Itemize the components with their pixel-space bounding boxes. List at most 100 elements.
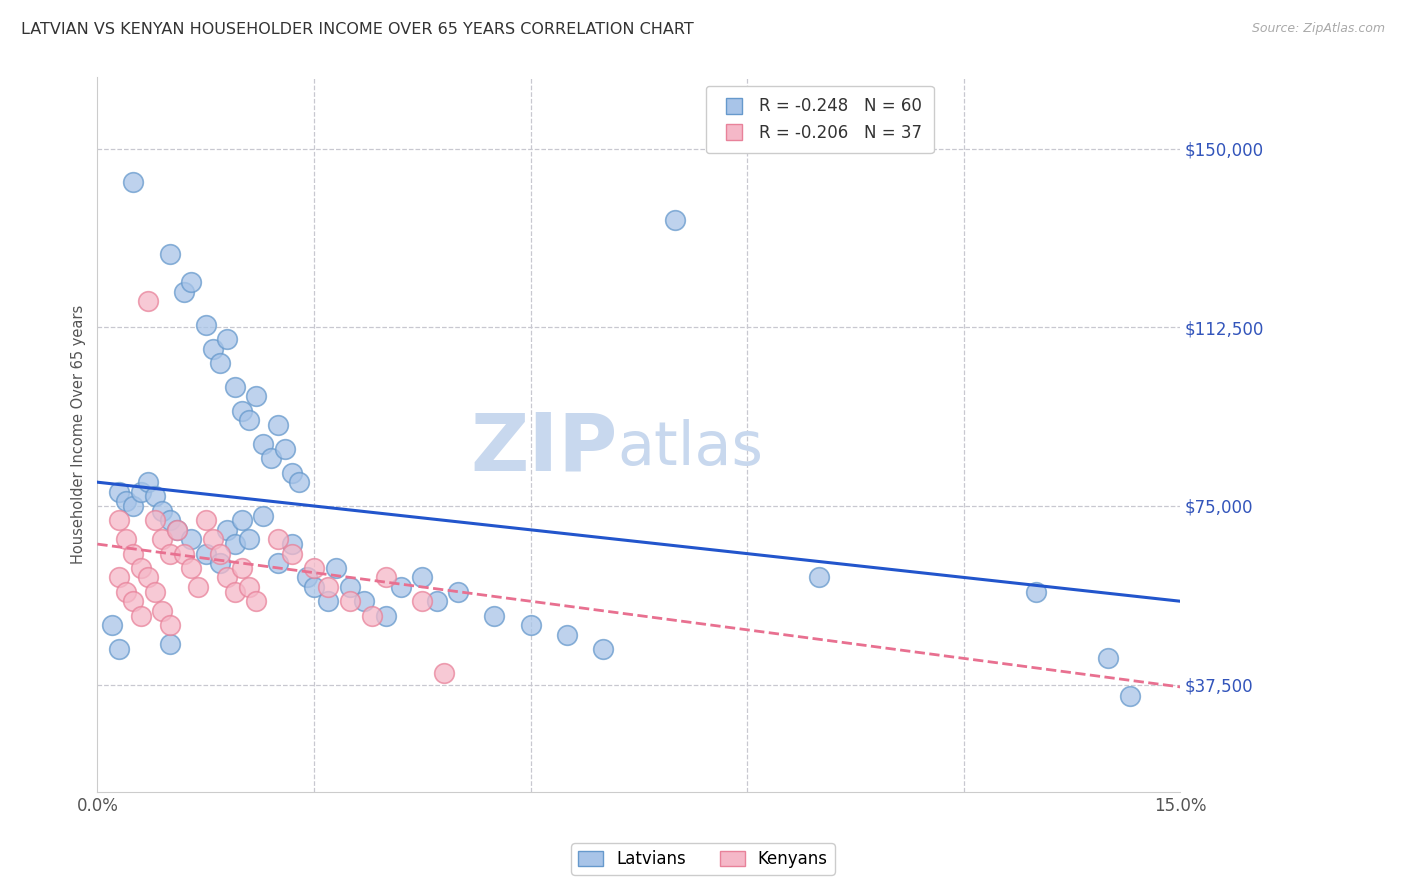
Point (136, 475, 159, 490)
Point (238, 413, 260, 427)
Point (173, 285, 195, 299)
Point (318, 594, 340, 608)
Point (150, 604, 173, 618)
Point (159, 513, 181, 527)
Point (194, 547, 217, 561)
Point (1097, 651, 1119, 665)
Point (122, 175, 145, 189)
Point (325, 561, 347, 575)
Point (209, 556, 232, 570)
Point (252, 437, 274, 451)
Point (129, 561, 152, 575)
Point (122, 499, 145, 513)
Point (411, 570, 433, 584)
Point (318, 580, 340, 594)
Point (159, 547, 181, 561)
Point (484, 608, 506, 623)
Point (447, 584, 470, 599)
Point (122, 547, 145, 561)
Point (267, 533, 290, 547)
Point (411, 594, 433, 608)
Point (245, 389, 267, 403)
Point (339, 580, 361, 594)
Point (231, 561, 253, 575)
Legend: Latvians, Kenyans: Latvians, Kenyans (571, 844, 835, 875)
Point (108, 641, 131, 656)
Point (360, 608, 382, 623)
Point (302, 580, 325, 594)
Point (224, 584, 246, 599)
Point (101, 618, 124, 632)
Point (339, 594, 361, 608)
Text: LATVIAN VS KENYAN HOUSEHOLDER INCOME OVER 65 YEARS CORRELATION CHART: LATVIAN VS KENYAN HOUSEHOLDER INCOME OVE… (21, 22, 693, 37)
Point (166, 523, 188, 537)
Point (281, 466, 304, 480)
Text: Source: ZipAtlas.com: Source: ZipAtlas.com (1251, 22, 1385, 36)
Point (224, 537, 246, 551)
Y-axis label: Householder Income Over 65 years: Householder Income Over 65 years (72, 305, 86, 565)
Point (1025, 584, 1047, 599)
Point (375, 608, 398, 623)
Point (180, 275, 202, 289)
Point (166, 523, 188, 537)
Point (201, 533, 224, 547)
Point (194, 513, 217, 527)
Point (252, 508, 274, 523)
Text: ZIP: ZIP (470, 409, 617, 488)
Point (519, 618, 541, 632)
Point (238, 580, 260, 594)
Point (217, 570, 239, 584)
Point (592, 641, 614, 656)
Point (209, 547, 232, 561)
Text: atlas: atlas (617, 419, 763, 478)
Point (159, 618, 181, 632)
Point (136, 294, 159, 309)
Point (108, 570, 131, 584)
Point (209, 356, 232, 370)
Point (664, 213, 686, 227)
Point (143, 490, 166, 504)
Point (426, 594, 449, 608)
Point (389, 580, 412, 594)
Point (281, 537, 304, 551)
Point (129, 484, 152, 499)
Point (224, 380, 246, 394)
Point (1118, 690, 1140, 704)
Point (302, 561, 325, 575)
Point (245, 594, 267, 608)
Point (217, 332, 239, 346)
Point (281, 547, 304, 561)
Point (115, 533, 138, 547)
Point (375, 570, 398, 584)
Point (115, 494, 138, 508)
Point (115, 584, 138, 599)
Point (353, 594, 375, 608)
Point (274, 442, 297, 456)
Point (217, 523, 239, 537)
Point (150, 504, 173, 518)
Point (143, 513, 166, 527)
Point (201, 342, 224, 356)
Point (808, 570, 831, 584)
Point (136, 570, 159, 584)
Point (194, 318, 217, 332)
Point (267, 418, 290, 433)
Point (288, 475, 311, 490)
Point (295, 570, 318, 584)
Point (231, 513, 253, 527)
Point (108, 484, 131, 499)
Point (231, 403, 253, 417)
Point (143, 584, 166, 599)
Point (187, 580, 209, 594)
Point (173, 547, 195, 561)
Point (180, 533, 202, 547)
Point (122, 594, 145, 608)
Point (180, 561, 202, 575)
Point (433, 665, 456, 680)
Point (259, 451, 281, 466)
Point (238, 533, 260, 547)
Point (108, 513, 131, 527)
Point (267, 556, 290, 570)
Legend: R = -0.248   N = 60, R = -0.206   N = 37: R = -0.248 N = 60, R = -0.206 N = 37 (706, 86, 934, 153)
Point (159, 637, 181, 651)
